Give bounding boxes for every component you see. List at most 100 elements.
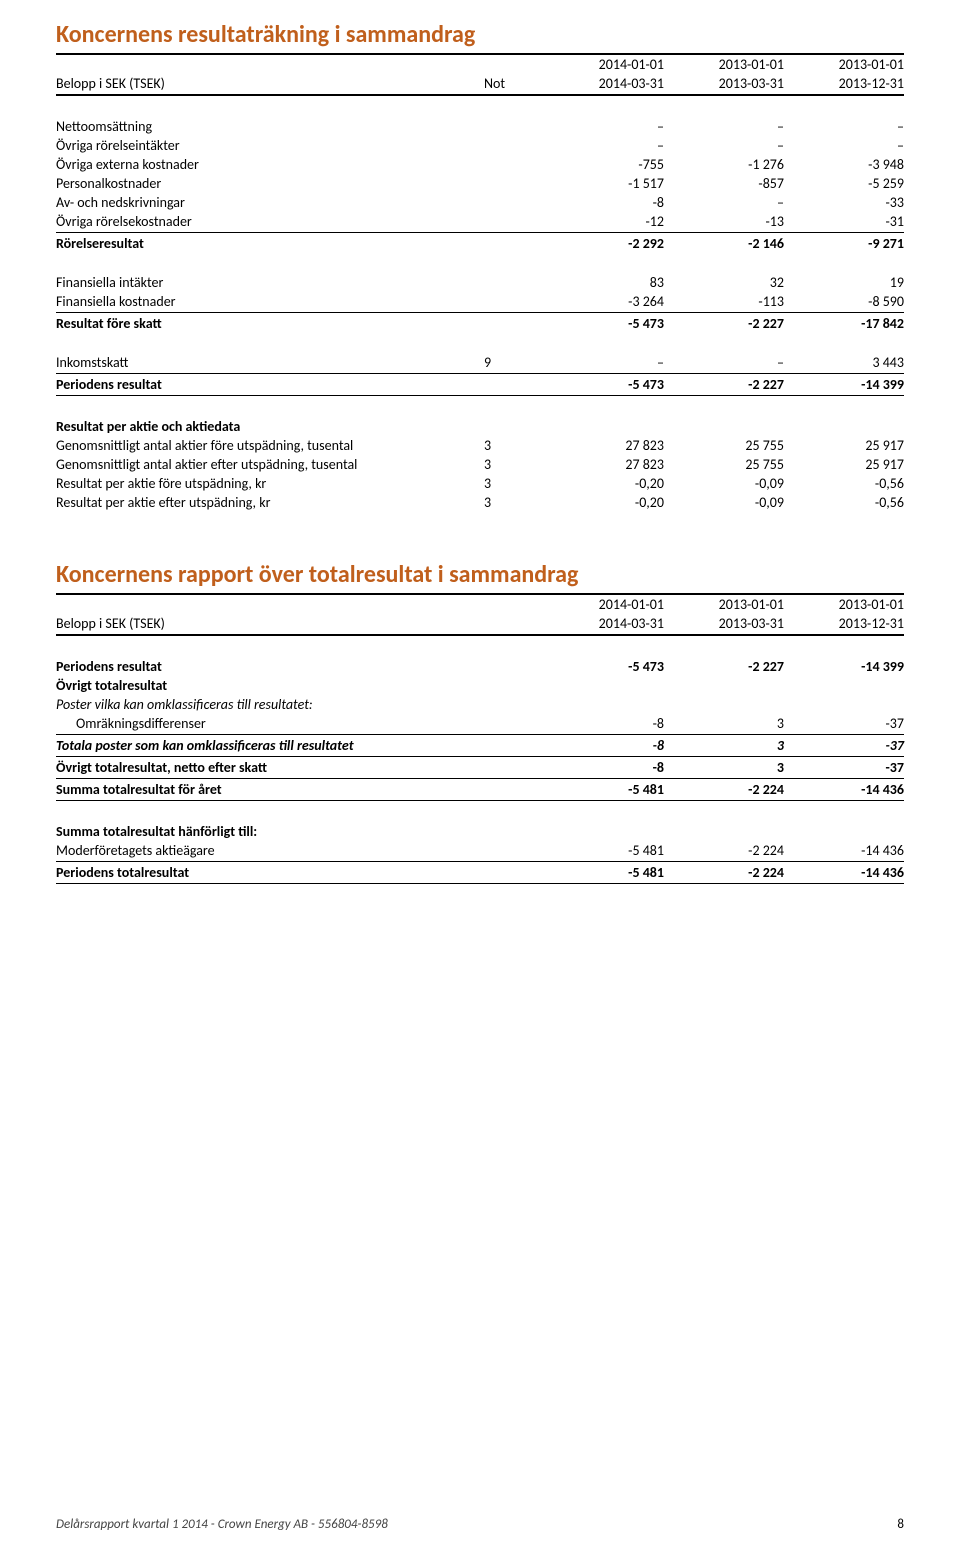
cell-value: -37 [784,714,904,733]
cell-value: -2 224 [664,780,784,799]
cell-value: -14 399 [784,375,904,394]
row-note [484,417,544,436]
table-row: Genomsnittligt antal aktier efter utspäd… [56,455,904,474]
row-label: Resultat per aktie och aktiedata [56,417,484,436]
row-label: Omräkningsdifferenser [56,714,544,733]
row-note: 3 [484,436,544,455]
row-note [484,212,544,231]
table-row: Rörelseresultat-2 292-2 146-9 271 [56,234,904,253]
col-period-to: 2013-03-31 [664,74,784,93]
cell-value: 3 [664,714,784,733]
cell-value: -2 224 [664,841,784,860]
col-period-to: 2013-12-31 [784,614,904,633]
cell-value: -0,09 [664,493,784,512]
cell-value: -5 481 [544,841,664,860]
row-label: Periodens totalresultat [56,863,544,882]
row-note [484,193,544,212]
cell-value: 25 755 [664,436,784,455]
page-number: 8 [897,1517,904,1532]
cell-value: – [664,117,784,136]
table-row: Inkomstskatt9––3 443 [56,353,904,372]
row-note [484,155,544,174]
table-row: Periodens resultat-5 473-2 227-14 399 [56,375,904,394]
col-period-from: 2014-01-01 [544,55,664,74]
row-label: Personalkostnader [56,174,484,193]
cell-value: – [664,136,784,155]
cell-value: -17 842 [784,314,904,333]
cell-value: 25 755 [664,455,784,474]
row-note [484,136,544,155]
table-row: Övriga rörelsekostnader-12-13-31 [56,212,904,231]
note-header: Not [484,74,544,93]
cell-value: – [544,136,664,155]
row-label-header: Belopp i SEK (TSEK) [56,614,544,633]
row-label: Finansiella intäkter [56,273,484,292]
row-label: Inkomstskatt [56,353,484,372]
cell-value: 32 [664,273,784,292]
cell-value [784,822,904,841]
cell-value: -5 473 [544,657,664,676]
row-label: Resultat per aktie efter utspädning, kr [56,493,484,512]
cell-value [784,676,904,695]
rule [56,800,904,801]
income-statement-table: 2014-01-01 2013-01-01 2013-01-01 Belopp … [56,55,904,512]
col-period-from: 2013-01-01 [664,595,784,614]
cell-value [544,695,664,714]
col-period-to: 2013-03-31 [664,614,784,633]
rule [56,734,904,735]
row-label-header: Belopp i SEK (TSEK) [56,74,484,93]
table-row: Övrigt totalresultat, netto efter skatt -… [56,758,904,777]
row-label: Finansiella kostnader [56,292,484,311]
row-label: Poster vilka kan omklassificeras till re… [56,695,544,714]
table-row: Nettoomsättning––– [56,117,904,136]
cell-value [664,417,784,436]
cell-value: 27 823 [544,455,664,474]
row-label: Av- och nedskrivningar [56,193,484,212]
cell-value: -5 473 [544,314,664,333]
cell-value: -857 [664,174,784,193]
row-label: Övriga externa kostnader [56,155,484,174]
cell-value: 3 443 [784,353,904,372]
cell-value: -2 224 [664,863,784,882]
table-row: Resultat per aktie efter utspädning, kr3… [56,493,904,512]
table-row: Periodens totalresultat-5 481-2 224-14 4… [56,863,904,882]
section1-title: Koncernens resultaträkning i sammandrag [56,20,904,49]
cell-value: -31 [784,212,904,231]
cell-value: – [664,353,784,372]
table-row: Resultat per aktie före utspädning, kr3-… [56,474,904,493]
rule [56,634,904,636]
table-row: Poster vilka kan omklassificeras till re… [56,695,904,714]
rule [56,778,904,779]
row-label: Övrigt totalresultat, netto efter skatt [56,758,544,777]
cell-value: -1 517 [544,174,664,193]
table-row: Moderföretagets aktieägare-5 481-2 224-1… [56,841,904,860]
cell-value: -13 [664,212,784,231]
cell-value: -37 [784,758,904,777]
cell-value: 3 [664,758,784,777]
cell-value [664,822,784,841]
cell-value: -14 436 [784,863,904,882]
row-label: Summa totalresultat hänförligt till: [56,822,544,841]
table-row: Totala poster som kan omklassificeras ti… [56,736,904,755]
cell-value: 25 917 [784,436,904,455]
cell-value [544,822,664,841]
row-note [484,117,544,136]
cell-value: -0,20 [544,474,664,493]
page: Koncernens resultaträkning i sammandrag … [0,0,960,1556]
col-period-to: 2013-12-31 [784,74,904,93]
cell-value: -33 [784,193,904,212]
cell-value: -1 276 [664,155,784,174]
cell-value: -0,56 [784,493,904,512]
cell-value: 3 [664,736,784,755]
row-label: Periodens resultat [56,657,544,676]
cell-value: – [784,136,904,155]
cell-value [544,676,664,695]
col-period-to: 2014-03-31 [544,74,664,93]
cell-value: -12 [544,212,664,231]
rule [56,94,904,96]
rule [56,756,904,757]
rule [56,395,904,396]
table-row: Finansiella kostnader-3 264-113-8 590 [56,292,904,311]
row-note [484,292,544,311]
cell-value: -5 473 [544,375,664,394]
